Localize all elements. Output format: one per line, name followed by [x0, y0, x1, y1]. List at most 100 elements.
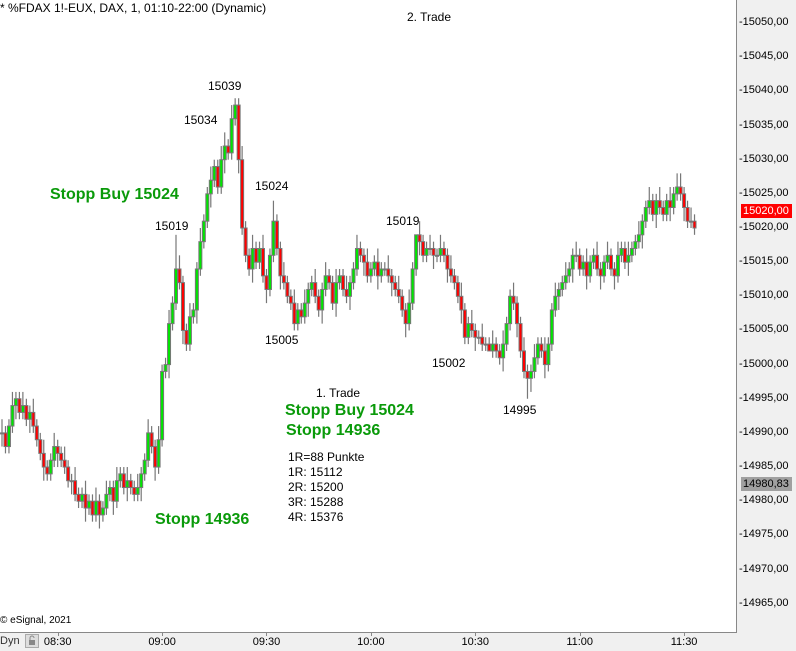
- candle-body: [160, 370, 165, 441]
- candle: [264, 268, 269, 304]
- candle-body: [629, 247, 634, 256]
- last-price-badge: 15020,00: [741, 203, 792, 218]
- candle-body: [247, 254, 252, 270]
- candle-body: [588, 261, 593, 277]
- annotation-stopp-left: Stopp 14936: [155, 511, 250, 528]
- candle: [372, 255, 377, 276]
- candle: [233, 98, 238, 126]
- candle: [302, 289, 307, 324]
- candle-body: [261, 247, 265, 277]
- candle-body: [330, 282, 335, 304]
- candle-body: [205, 193, 210, 222]
- candle-body: [170, 302, 175, 325]
- candle: [612, 262, 617, 290]
- time-axis[interactable]: Dyn 08:30 09:00 09:30 10:00 10:30 11:00 11:30: [0, 633, 737, 651]
- candle: [567, 262, 572, 283]
- candle-body: [87, 500, 91, 509]
- candle-body: [0, 432, 4, 435]
- candle-body: [149, 432, 154, 448]
- candle: [10, 391, 15, 433]
- candle: [194, 262, 199, 324]
- candle: [208, 166, 213, 208]
- candle-body: [167, 323, 172, 366]
- candle: [334, 268, 339, 317]
- candle-body: [407, 302, 412, 325]
- candle: [511, 282, 516, 310]
- candle: [132, 480, 137, 502]
- candle-body: [435, 254, 439, 257]
- candle-body: [522, 350, 526, 372]
- chart-plot-area[interactable]: * %FDAX 1!-EUX, DAX, 1, 01:10-22:00 (Dyn…: [0, 0, 737, 633]
- candle-body: [212, 166, 217, 181]
- candle-body: [62, 459, 67, 468]
- candle-body: [421, 241, 426, 256]
- candle: [344, 275, 349, 304]
- candle-body: [97, 500, 102, 516]
- candle-body: [27, 411, 32, 420]
- lock-icon[interactable]: [25, 634, 39, 648]
- candle: [306, 282, 311, 317]
- candle: [254, 241, 259, 269]
- candle: [403, 303, 408, 338]
- candle: [615, 241, 620, 283]
- candle-body: [17, 398, 22, 413]
- time-tick-label: 10:30: [461, 636, 490, 648]
- candle-body: [80, 493, 85, 502]
- candle-body: [682, 193, 687, 209]
- candle-body: [351, 268, 356, 284]
- candle-body: [480, 336, 485, 345]
- candle-body: [243, 227, 248, 256]
- candle: [69, 473, 74, 495]
- candle: [66, 460, 71, 488]
- candle-body: [473, 329, 478, 338]
- candle: [654, 193, 659, 228]
- time-tick-mark: [57, 633, 59, 636]
- candle: [219, 146, 224, 194]
- candle: [379, 262, 384, 283]
- candle-body: [100, 507, 105, 516]
- candle-body: [257, 247, 262, 263]
- candle: [288, 289, 293, 310]
- candle: [320, 282, 325, 324]
- candle: [494, 337, 499, 358]
- candle: [535, 337, 540, 365]
- candle-body: [313, 282, 318, 297]
- candle-body: [577, 254, 582, 270]
- candle: [692, 214, 697, 235]
- candle-body: [602, 261, 607, 277]
- candle: [407, 289, 412, 331]
- candle-body: [382, 268, 387, 271]
- candle: [229, 105, 234, 160]
- candle: [198, 228, 203, 276]
- candle: [309, 275, 314, 297]
- candle: [643, 200, 648, 228]
- candle: [650, 193, 655, 222]
- candle-body: [633, 241, 638, 249]
- candle-body: [191, 309, 196, 318]
- candle: [435, 248, 439, 263]
- candle: [417, 221, 422, 256]
- candle-body: [365, 261, 370, 277]
- candle-body: [219, 159, 224, 188]
- candle: [560, 275, 565, 297]
- candle-body: [689, 220, 694, 223]
- candle-body: [222, 145, 227, 161]
- candle: [386, 255, 391, 283]
- candle: [424, 241, 429, 263]
- price-axis[interactable]: -15050,00 -15045,00 -15040,00 -15035,00 -150…: [737, 0, 796, 651]
- candle-body: [605, 254, 610, 263]
- candle: [473, 323, 478, 351]
- candle: [93, 487, 98, 522]
- candle: [609, 248, 613, 276]
- candle-body: [675, 186, 680, 195]
- candle-body: [139, 473, 144, 489]
- candle: [570, 248, 575, 283]
- candle: [574, 241, 579, 263]
- candle: [525, 364, 530, 399]
- candle-body: [163, 364, 168, 372]
- candle: [647, 187, 652, 215]
- candle-body: [177, 268, 182, 284]
- candle-body: [174, 268, 178, 304]
- candle: [549, 303, 554, 351]
- candle: [657, 187, 662, 215]
